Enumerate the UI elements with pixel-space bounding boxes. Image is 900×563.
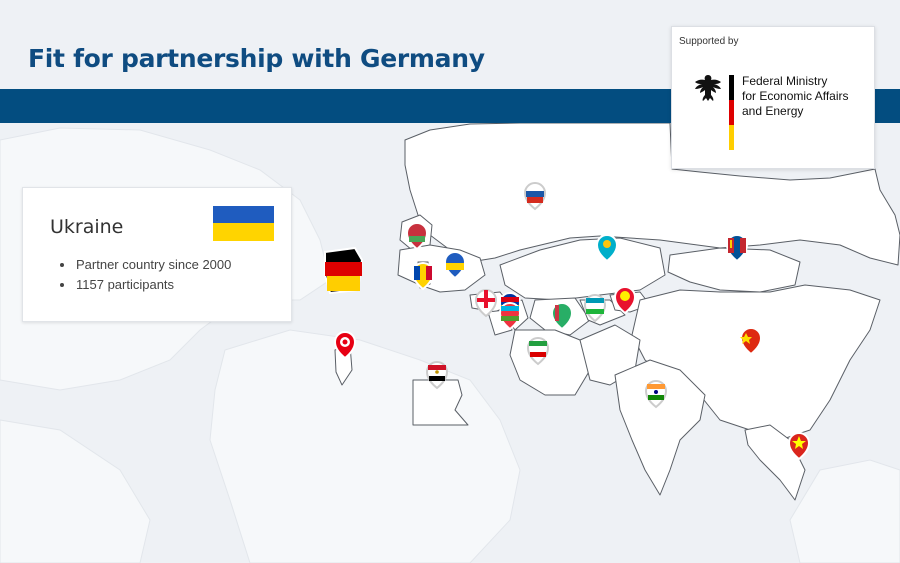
germany-flag-marker[interactable] <box>325 248 362 293</box>
country-facts-list: Partner country since 2000 1157 particip… <box>76 255 231 295</box>
ministry-name-line-1: Federal Ministry <box>742 74 827 88</box>
supported-by-label: Supported by <box>679 36 739 47</box>
country-name: Ukraine <box>50 216 123 238</box>
fact-partner-since: Partner country since 2000 <box>76 255 231 275</box>
page-title: Fit for partnership with Germany <box>28 44 485 73</box>
supporter-card: Supported by Federal Ministry for Econom… <box>671 26 875 169</box>
fact-participants: 1157 participants <box>76 275 231 295</box>
ministry-name-line-2: for Economic Affairs <box>742 89 849 103</box>
federal-eagle-icon <box>694 73 722 103</box>
ukraine-flag-icon <box>213 206 274 241</box>
ministry-name-line-3: and Energy <box>742 104 803 118</box>
german-flag-bar <box>729 75 734 150</box>
country-info-card: Ukraine Partner country since 2000 1157 … <box>22 187 292 322</box>
